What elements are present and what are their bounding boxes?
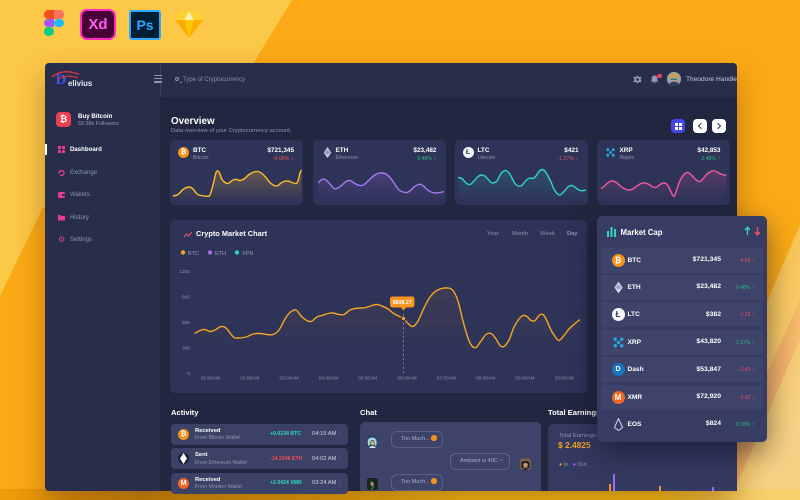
- svg-text:$608.27: $608.27: [392, 300, 412, 306]
- svg-text:07:00AM: 07:00AM: [437, 376, 456, 382]
- svg-text:10:00AM: 10:00AM: [555, 376, 574, 382]
- svg-text:05:00AM: 05:00AM: [358, 376, 377, 382]
- svg-text:1200: 1200: [179, 269, 190, 275]
- svg-text:01:00AM: 01:00AM: [201, 376, 220, 382]
- svg-text:09:00AM: 09:00AM: [515, 376, 534, 382]
- svg-text:XPR: XPR: [242, 251, 254, 257]
- svg-text:0: 0: [187, 371, 190, 377]
- svg-text:04:00AM: 04:00AM: [319, 376, 338, 382]
- svg-text:02:00AM: 02:00AM: [240, 376, 259, 382]
- svg-text:900: 900: [182, 295, 190, 301]
- svg-text:03:00AM: 03:00AM: [279, 376, 298, 382]
- svg-text:300: 300: [182, 346, 190, 352]
- svg-text:08:00AM: 08:00AM: [476, 376, 495, 382]
- svg-text:BTC: BTC: [188, 251, 199, 257]
- svg-text:06:00AM: 06:00AM: [397, 376, 416, 382]
- svg-text:600: 600: [182, 320, 190, 326]
- svg-text:ETH: ETH: [215, 251, 226, 257]
